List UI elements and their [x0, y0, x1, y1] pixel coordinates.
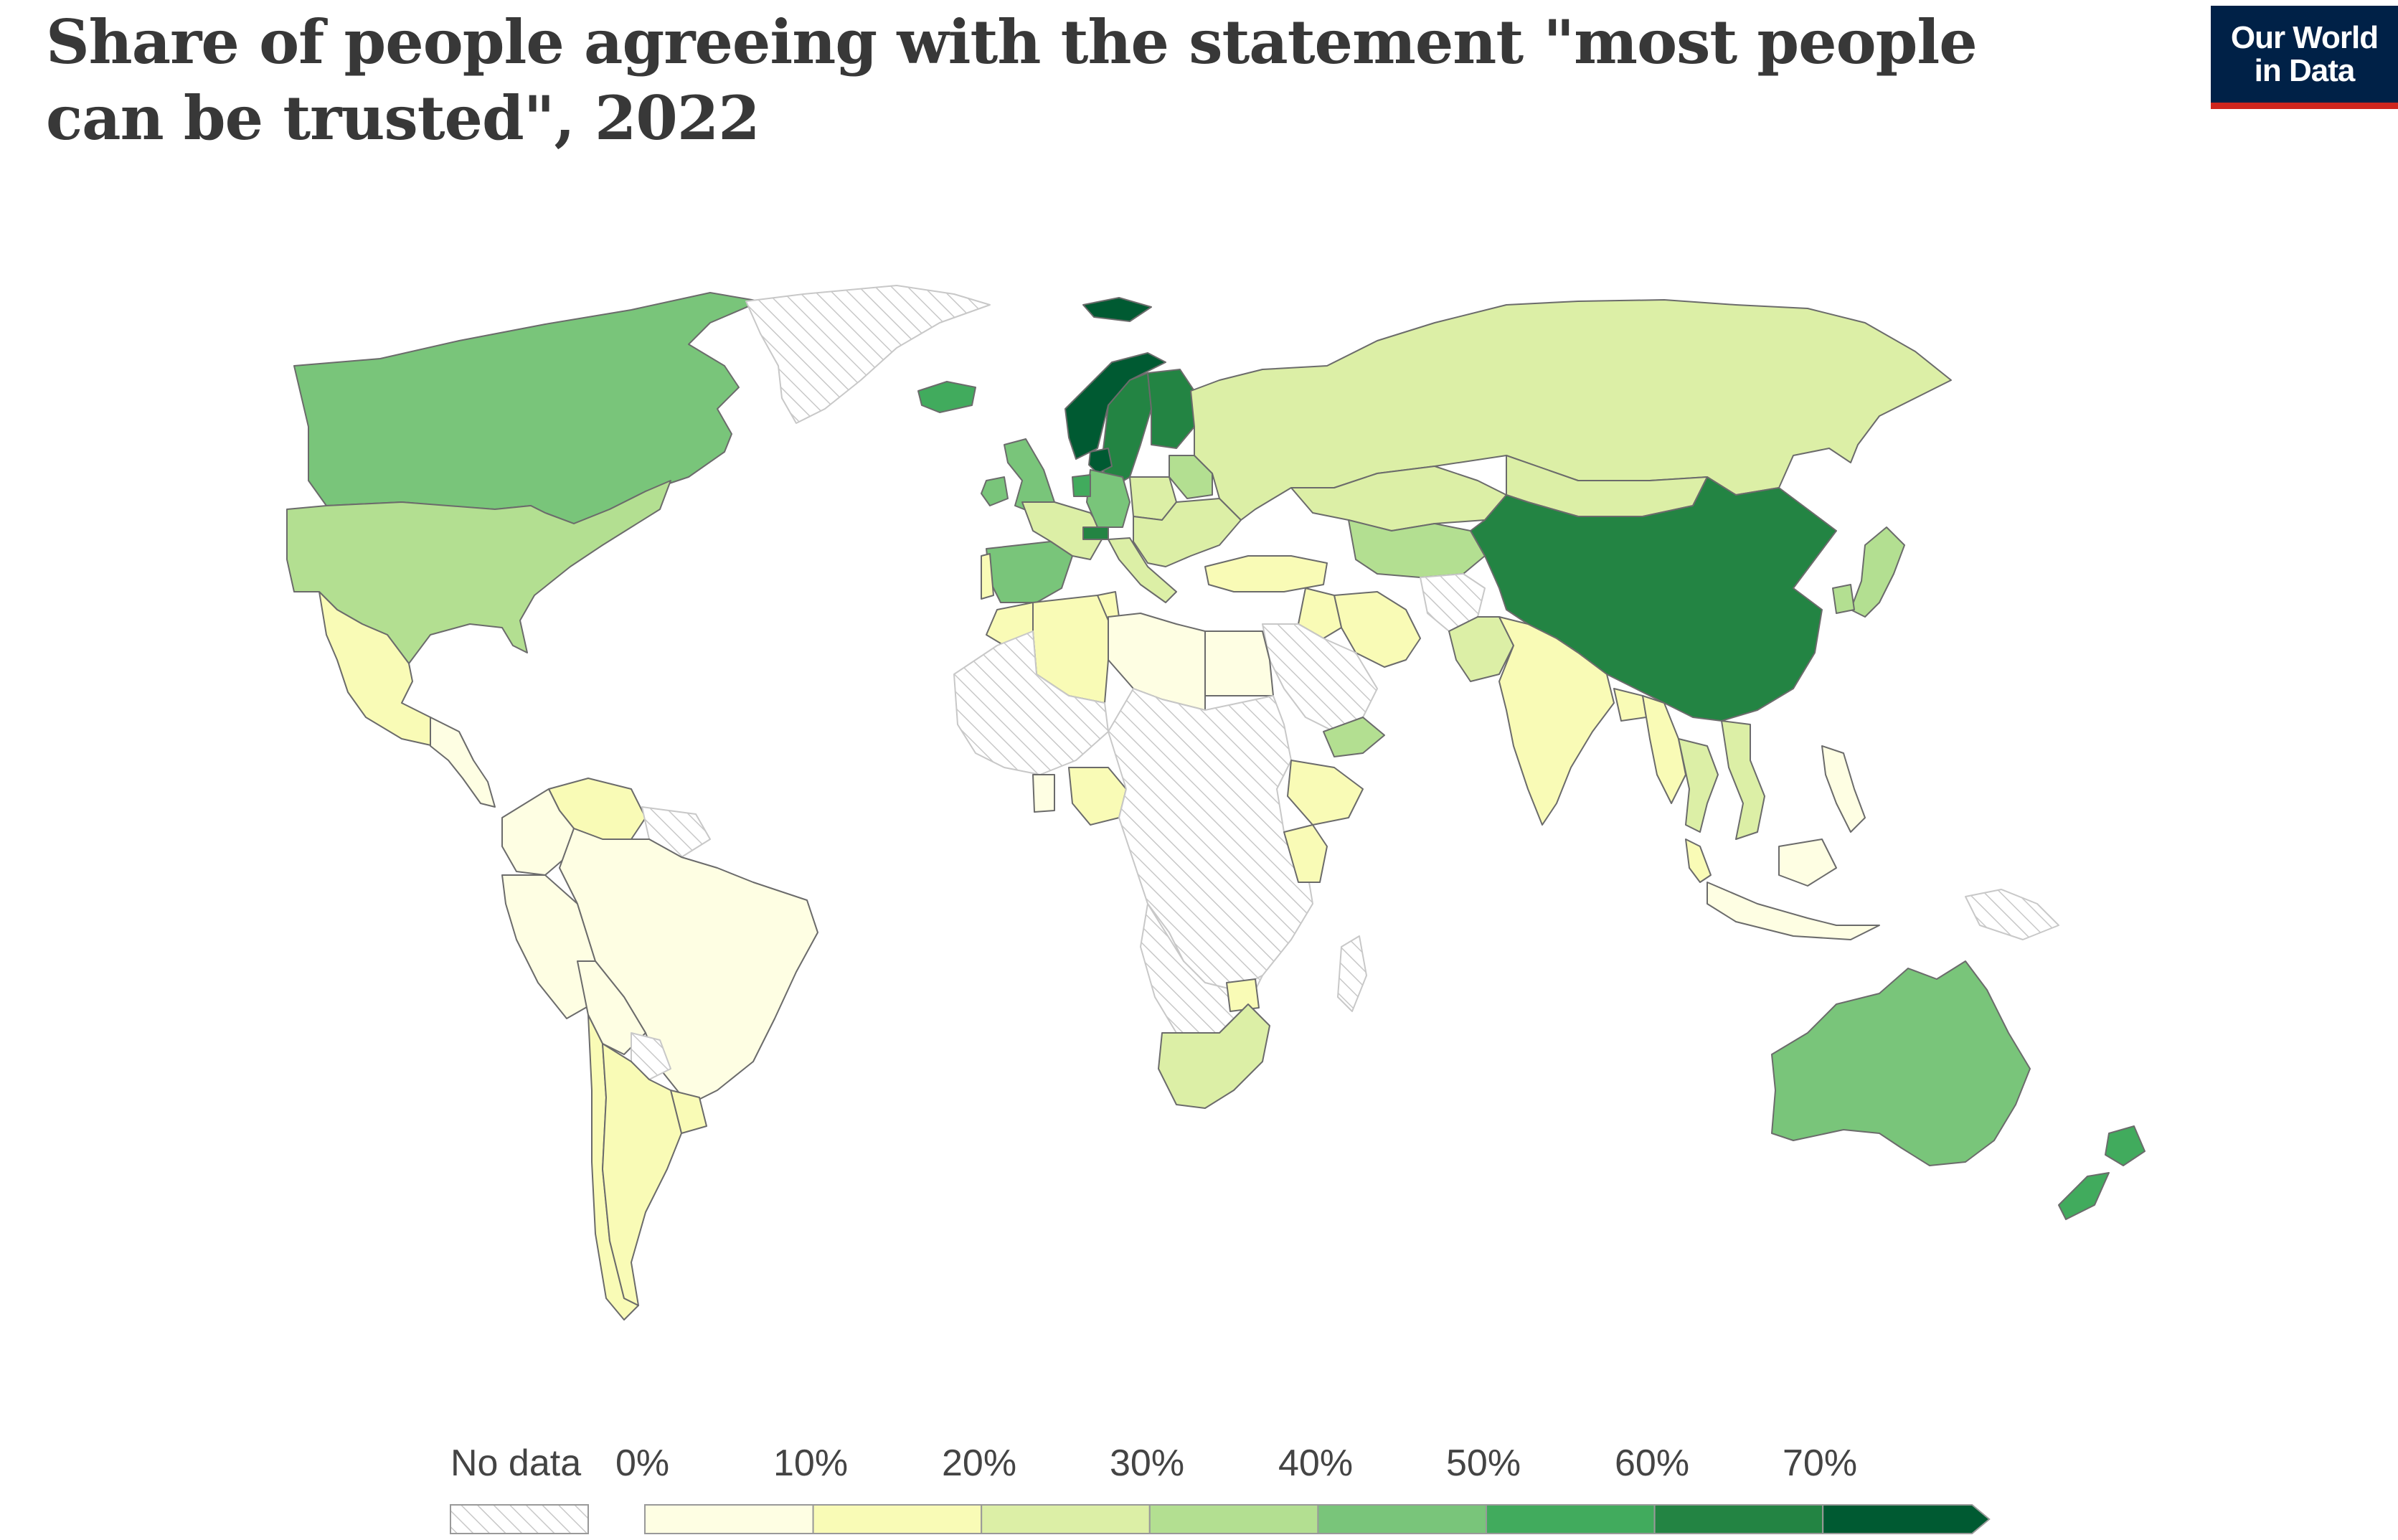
region-spain[interactable]: Spain — [986, 541, 1073, 603]
region-turkey[interactable]: Turkey — [1204, 555, 1328, 592]
legend-tick-10: 10% — [773, 1442, 849, 1484]
legend-tick-20: 20% — [942, 1442, 1017, 1484]
region-papua-new-guinea[interactable]: Papua New Guinea — [1965, 889, 2059, 940]
region-madagascar[interactable]: Madagascar — [1337, 935, 1367, 1012]
legend-no-data-swatch — [450, 1504, 589, 1534]
legend-tick-60: 60% — [1615, 1442, 1690, 1484]
region-finland[interactable]: Finland — [1147, 369, 1195, 449]
region-ethiopia[interactable]: Ethiopia — [1287, 760, 1364, 826]
region-yemen[interactable]: Yemen — [1323, 717, 1385, 757]
world-map-svg[interactable]: CanadaUnited StatesGreenlandMexicoCentra… — [0, 273, 2398, 1377]
region-south-africa[interactable]: South Africa — [1158, 1003, 1270, 1109]
region-india[interactable]: India — [1498, 616, 1615, 826]
legend: No data 0% 10% 20% 30% 40% 50% 60% 70% — [0, 1442, 2398, 1540]
region-central-africa[interactable]: Central Africa — [1108, 688, 1313, 991]
region-france[interactable]: France — [1021, 501, 1105, 560]
region-myanmar[interactable]: Myanmar — [1642, 695, 1686, 804]
region-pakistan[interactable]: Pakistan — [1448, 616, 1514, 682]
region-argentina[interactable]: Argentina — [602, 1043, 682, 1306]
region-egypt[interactable]: Egypt — [1204, 630, 1274, 696]
region-malaysia[interactable]: Malaysia — [1685, 839, 1712, 883]
region-iraq[interactable]: Iraq — [1298, 587, 1342, 639]
region-germany[interactable]: Germany — [1086, 469, 1130, 528]
region-greenland[interactable]: Greenland — [745, 285, 991, 424]
region-libya[interactable]: Libya — [1108, 613, 1206, 711]
legend-bin-30 — [1148, 1504, 1319, 1534]
legend-bin-0 — [644, 1504, 814, 1534]
legend-tick-30: 30% — [1110, 1442, 1185, 1484]
region-netherlands[interactable]: Netherlands — [1072, 474, 1091, 497]
region-italy[interactable]: Italy — [1108, 537, 1177, 603]
legend-tick-0: 0% — [615, 1442, 670, 1484]
region-bangladesh[interactable]: Bangladesh — [1613, 688, 1647, 722]
legend-bin-60 — [1653, 1504, 1824, 1534]
region-portugal[interactable]: Portugal — [981, 553, 994, 600]
legend-no-data-label: No data — [450, 1442, 582, 1484]
region-iran[interactable]: Iran — [1333, 591, 1421, 668]
legend-bin-20 — [981, 1504, 1151, 1534]
region-svalbard[interactable]: Svalbard — [1082, 297, 1152, 322]
region-canada[interactable]: Canada — [293, 292, 761, 524]
legend-swatches — [450, 1504, 1991, 1534]
legend-bin-10 — [812, 1504, 983, 1534]
legend-bin-70 — [1822, 1504, 1991, 1534]
region-denmark[interactable]: Denmark — [1088, 448, 1113, 474]
logo-line-1: Our World — [2230, 19, 2379, 55]
region-iceland[interactable]: Iceland — [917, 381, 976, 413]
region-kenya[interactable]: Kenya — [1283, 824, 1328, 883]
region-new-zealand[interactable]: New Zealand — [2058, 1125, 2146, 1220]
legend-tick-70: 70% — [1783, 1442, 1858, 1484]
region-nigeria[interactable]: Nigeria — [1068, 767, 1127, 826]
region-thailand[interactable]: Thailand — [1678, 738, 1719, 833]
region-central-america[interactable]: Central America — [430, 717, 496, 808]
legend-bin-40 — [1317, 1504, 1488, 1534]
region-central-asia[interactable]: Central Asia — [1348, 519, 1486, 578]
logo-line-2: in Data — [2254, 52, 2356, 88]
legend-tick-40: 40% — [1278, 1442, 1354, 1484]
legend-tick-50: 50% — [1446, 1442, 1521, 1484]
region-philippines[interactable]: Philippines — [1821, 745, 1866, 833]
region-zimbabwe[interactable]: Zimbabwe — [1226, 978, 1260, 1012]
region-south-korea[interactable]: South Korea — [1832, 584, 1855, 614]
region-russia[interactable]: Russia — [1190, 299, 1952, 521]
region-australia[interactable]: Australia — [1771, 960, 2031, 1166]
region-eastern-europe[interactable]: Eastern Europe — [1133, 498, 1242, 567]
map-title: Share of people agreeing with the statem… — [46, 6, 1978, 153]
region-indonesia[interactable]: Indonesia — [1707, 839, 1880, 940]
region-paraguay[interactable]: Paraguay — [631, 1032, 671, 1080]
region-china[interactable]: China — [1470, 476, 1837, 722]
world-map[interactable]: CanadaUnited StatesGreenlandMexicoCentra… — [0, 273, 2398, 1377]
legend-bin-50 — [1486, 1504, 1656, 1534]
region-peru[interactable]: Peru — [501, 874, 596, 1019]
region-ireland[interactable]: Ireland — [981, 476, 1009, 506]
region-switzerland[interactable]: Switzerland — [1082, 526, 1109, 540]
region-vietnam[interactable]: Vietnam — [1721, 720, 1765, 840]
region-ghana[interactable]: Ghana — [1032, 774, 1055, 813]
region-japan[interactable]: Japan — [1850, 526, 1905, 618]
owid-logo[interactable]: Our World in Data — [2211, 6, 2398, 109]
